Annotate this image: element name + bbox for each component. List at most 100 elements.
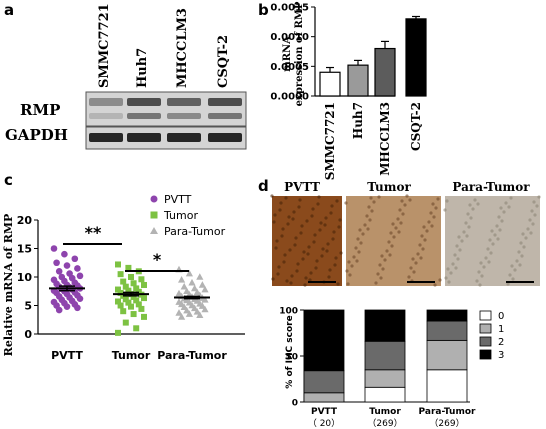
ihc-speckle — [302, 250, 306, 254]
c-point-pvtt — [74, 265, 81, 272]
rmp-band — [127, 98, 161, 106]
ihc-speckle — [363, 223, 367, 227]
ihc-speckle — [350, 264, 354, 268]
d-bar-segment — [426, 320, 468, 341]
d-legend-label: 2 — [498, 337, 504, 348]
gapdh-band — [167, 133, 201, 142]
d-x-label: Para-Tumor — [419, 407, 476, 417]
ihc-speckle — [392, 235, 396, 239]
b-y-tick-label: 0.0000 — [270, 92, 309, 103]
c-point-paratumor — [191, 284, 199, 292]
ihc-speckle — [301, 257, 305, 261]
c-point-tumor — [141, 281, 147, 288]
ihc-speckle — [506, 282, 510, 286]
ihc-speckle — [535, 204, 539, 208]
rmp-band — [167, 98, 201, 106]
b-bar — [374, 47, 396, 97]
ihc-speckle — [279, 201, 283, 205]
ihc-speckle — [479, 261, 483, 265]
ihc-speckle — [383, 258, 387, 262]
ihc-speckle — [482, 265, 486, 269]
ihc-speckle — [500, 219, 504, 223]
c-point-tumor — [141, 295, 147, 302]
c-point-paratumor — [198, 281, 206, 288]
ihc-speckle — [388, 253, 392, 257]
ihc-speckle — [338, 218, 342, 222]
c-point-tumor — [122, 283, 129, 290]
ihc-speckle — [447, 280, 451, 284]
ihc-speckle — [458, 248, 462, 252]
ihc-speckle — [420, 234, 424, 238]
b-y-tick-label: 0.0015 — [270, 3, 309, 14]
c-point-tumor — [138, 305, 145, 312]
ihc-speckle — [403, 203, 407, 207]
cell-line-labels: SMMC7721 Huh7 MHCCLM3 CSQT-2 — [97, 3, 231, 88]
ihc-speckle — [504, 201, 508, 205]
ihc-speckle — [396, 217, 400, 221]
c-point-tumor — [130, 293, 137, 300]
ihc-speckle — [484, 256, 488, 260]
panel-a-letter: a — [4, 1, 14, 19]
d-bar-segment — [426, 369, 468, 403]
d-xlabels: PVTT（ 20）Tumor（269）Para-Tumor（269） — [308, 407, 476, 429]
ihc-speckle — [308, 278, 312, 282]
ihc-speckle — [495, 224, 499, 228]
c-point-pvtt — [50, 245, 58, 252]
c-legend-label: PVTT — [164, 193, 192, 206]
ihc-speckle — [509, 196, 513, 200]
ihc-speckle — [522, 245, 526, 249]
c-point-tumor — [117, 302, 124, 309]
ihc-speckle — [430, 224, 434, 228]
ihc-speckle — [332, 230, 336, 234]
ihc-speckle — [368, 218, 372, 222]
ihc-speckle — [462, 230, 466, 234]
b-y-tick-label: 0.0010 — [270, 32, 309, 43]
b-ylabel-line1: mRNA — [282, 36, 293, 72]
ihc-speckle — [493, 233, 497, 237]
ihc-speckle — [398, 208, 402, 212]
d-legend-label: 1 — [498, 324, 504, 335]
ihc-speckle — [434, 206, 438, 210]
ihc-speckle — [400, 199, 404, 203]
d-bar-segment — [426, 309, 468, 322]
ihc-speckle — [283, 253, 287, 257]
ihc-speckle — [367, 205, 371, 209]
d-count-label: （ 20） — [308, 418, 340, 429]
c-point-paratumor — [178, 276, 186, 283]
c-point-pvtt — [55, 306, 63, 314]
rmp-band — [89, 98, 123, 106]
ihc-speckle — [397, 230, 401, 234]
c-point-paratumor — [201, 305, 209, 313]
c-point-tumor — [135, 301, 142, 308]
ihc-speckle — [449, 271, 453, 275]
c-point-paratumor — [180, 282, 188, 290]
ihc-speckle — [480, 274, 484, 278]
gapdh-band — [89, 133, 123, 142]
ihc-speckle — [372, 200, 376, 204]
c-mean-sem — [49, 285, 210, 300]
ihc-speckle — [358, 228, 362, 232]
ihc-speckle — [390, 244, 394, 248]
ihc-speckle — [347, 260, 351, 264]
d-y-tick-label: 50 — [285, 353, 298, 363]
ihc-speckle — [507, 205, 511, 209]
ihc-image — [346, 196, 441, 286]
c-sig-label: * — [153, 250, 162, 269]
ihc-speckle — [407, 275, 411, 279]
ihc-speckle — [292, 210, 296, 214]
ihc-speckle — [330, 204, 334, 208]
ihc-speckle — [477, 270, 481, 274]
c-point-tumor — [115, 261, 121, 268]
b-bar — [405, 18, 427, 97]
ihc-speckle — [423, 238, 427, 242]
ihc-speckle — [419, 256, 423, 260]
ihc-speckle — [312, 240, 316, 244]
ihc-speckle — [370, 209, 374, 213]
ihc-speckle — [379, 276, 383, 280]
ihc-speckle — [380, 254, 384, 258]
panel-b-bar-chart: b mRNA expression of RMP 0.0000 0.0005 0.0… — [258, 1, 427, 180]
c-point-tumor — [130, 280, 137, 287]
ihc-speckle — [282, 260, 286, 264]
blot-membrane-rmp — [85, 91, 247, 127]
ihc-speckle — [315, 259, 319, 263]
